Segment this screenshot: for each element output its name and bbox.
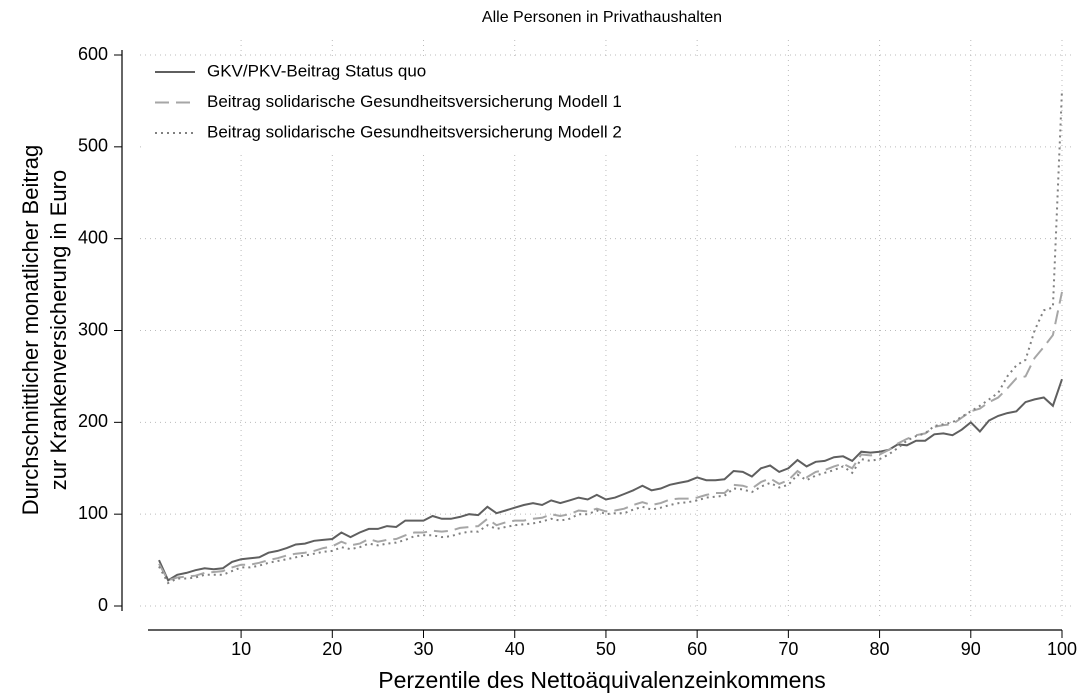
y-axis-label: Durchschnittlicher monatlicher Beitrag — [18, 145, 43, 516]
x-tick-label: 60 — [687, 639, 707, 659]
legend-box — [145, 56, 735, 151]
x-tick-label: 40 — [505, 639, 525, 659]
y-tick-label: 500 — [78, 136, 108, 156]
x-tick-label: 20 — [322, 639, 342, 659]
x-axis-label: Perzentile des Nettoäquivalenzeinkommens — [378, 667, 825, 693]
y-tick-label: 300 — [78, 319, 108, 339]
x-tick-label: 90 — [961, 639, 981, 659]
x-tick-label: 70 — [778, 639, 798, 659]
x-tick-label: 80 — [870, 639, 890, 659]
y-tick-label: 0 — [98, 595, 108, 615]
y-tick-label: 400 — [78, 227, 108, 247]
legend-label: GKV/PKV-Beitrag Status quo — [207, 61, 426, 80]
x-tick-label: 50 — [596, 639, 616, 659]
y-axis-label: zur Krankenversicherung in Euro — [46, 170, 71, 490]
legend-label: Beitrag solidarische Gesundheitsversiche… — [207, 122, 622, 141]
y-tick-label: 600 — [78, 44, 108, 64]
y-tick-label: 100 — [78, 503, 108, 523]
line-series — [158, 378, 1063, 582]
x-tick-label: 100 — [1047, 639, 1077, 659]
x-tick-label: 30 — [413, 639, 433, 659]
x-tick-label: 10 — [231, 639, 251, 659]
y-tick-label: 200 — [78, 411, 108, 431]
legend-label: Beitrag solidarische Gesundheitsversiche… — [207, 92, 622, 111]
chart-title: Alle Personen in Privathaushalten — [482, 9, 722, 26]
